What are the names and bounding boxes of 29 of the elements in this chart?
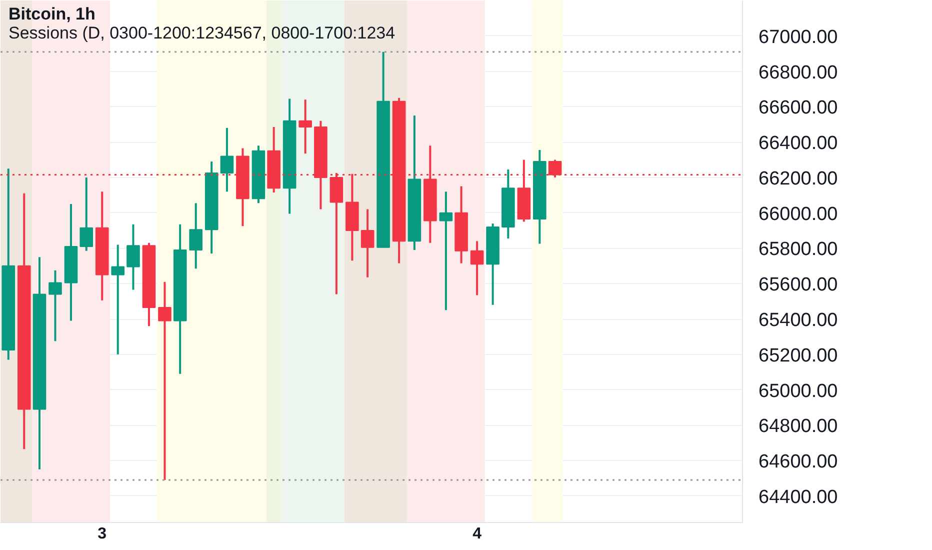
- y-tick-label: 65400.00: [758, 310, 838, 332]
- candlestick: [126, 223, 140, 291]
- y-tick-label: 65200.00: [758, 345, 838, 366]
- candlestick: [470, 240, 484, 296]
- y-tick-label: 65800.00: [758, 239, 838, 260]
- candlestick: [158, 280, 172, 482]
- candlestick: [80, 176, 94, 252]
- candlestick: [360, 208, 374, 278]
- candlestick: [439, 190, 453, 312]
- y-tick-label: 66400.00: [758, 133, 838, 154]
- y-tick-label: 64600.00: [758, 452, 838, 473]
- y-tick-label: 65000.00: [758, 380, 838, 402]
- candlestick: [111, 244, 125, 356]
- y-tick-label: 66600.00: [758, 98, 838, 119]
- candlestick: [48, 269, 62, 342]
- text: Sessions (D, 0300-1200:1234567, 0800-1700:1234: [8, 24, 396, 42]
- y-tick-label: 66800.00: [758, 62, 838, 84]
- candlestick: [189, 202, 202, 270]
- y-tick-label: 67000.00: [758, 26, 838, 48]
- chart-title: Bitcoin, 1h: [8, 4, 96, 24]
- candlestick: [220, 126, 234, 193]
- x-tick-label: 4: [472, 526, 482, 542]
- candlestick: [298, 98, 312, 155]
- y-tick-label: 66200.00: [758, 168, 838, 190]
- y-tick-label: 65600.00: [758, 274, 838, 296]
- y-tick-label: 66000.00: [758, 204, 838, 225]
- x-tick-label: 3: [98, 526, 107, 542]
- y-tick-label: 64800.00: [758, 416, 838, 438]
- y-tick-label: 64400.00: [758, 486, 838, 508]
